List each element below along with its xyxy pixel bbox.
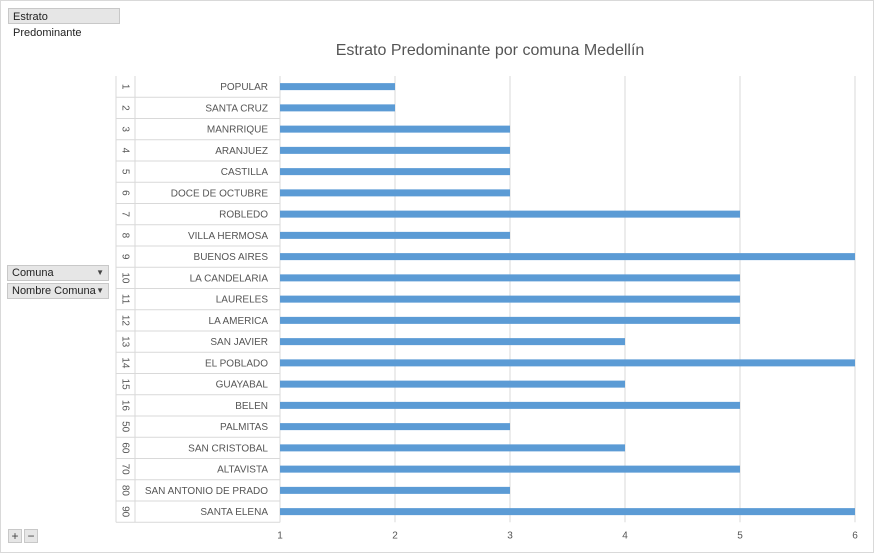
comuna-code-label: 10 <box>120 272 131 284</box>
x-tick-label: 4 <box>622 530 628 541</box>
comuna-code-label: 8 <box>120 233 131 239</box>
bar <box>280 295 740 303</box>
bar <box>280 274 740 282</box>
bar <box>280 359 855 367</box>
comuna-code-label: 4 <box>120 148 131 154</box>
bar <box>280 83 395 91</box>
comuna-name-label: SAN ANTONIO DE PRADO <box>145 486 268 497</box>
x-tick-label: 5 <box>737 530 743 541</box>
nombre-comuna-field-label: Nombre Comuna <box>12 285 96 297</box>
bar <box>280 104 395 112</box>
bar <box>280 210 740 218</box>
x-tick-label: 3 <box>507 530 513 541</box>
comuna-name-label: EL POBLADO <box>205 358 268 369</box>
x-tick-label: 6 <box>852 530 858 541</box>
chart-title: Estrato Predominante por comuna Medellín <box>336 42 645 59</box>
bar <box>280 444 625 452</box>
bar <box>280 125 510 133</box>
comuna-name-label: BUENOS AIRES <box>194 252 269 263</box>
comuna-code-label: 2 <box>120 105 131 111</box>
bar <box>280 423 510 431</box>
comuna-name-label: LA AMERICA <box>209 316 269 327</box>
comuna-name-label: CASTILLA <box>221 167 269 178</box>
comuna-code-label: 9 <box>120 254 131 260</box>
comuna-name-label: VILLA HERMOSA <box>188 231 268 242</box>
comuna-name-label: SANTA CRUZ <box>205 103 268 114</box>
comuna-code-label: 70 <box>120 464 131 476</box>
comuna-name-label: SANTA ELENA <box>200 507 268 518</box>
comuna-name-label: ALTAVISTA <box>217 465 268 476</box>
comuna-name-label: BELEN <box>235 401 268 412</box>
collapse-button[interactable]: − <box>24 529 38 543</box>
expand-button[interactable]: + <box>8 529 22 543</box>
comuna-name-label: ROBLEDO <box>219 210 268 221</box>
bar <box>280 508 855 516</box>
comuna-code-label: 6 <box>120 190 131 196</box>
comuna-code-label: 80 <box>120 485 131 497</box>
x-tick-label: 2 <box>392 530 398 541</box>
comuna-code-label: 5 <box>120 169 131 175</box>
comuna-code-label: 14 <box>120 357 131 369</box>
comuna-code-label: 12 <box>120 315 131 327</box>
value-field-button[interactable]: Estrato Predominante <box>8 8 120 39</box>
bar <box>280 486 510 494</box>
comuna-name-label: SAN CRISTOBAL <box>188 443 268 454</box>
comuna-name-label: GUAYABAL <box>216 380 269 391</box>
bar <box>280 253 855 261</box>
chevron-down-icon[interactable]: ▼ <box>96 286 104 295</box>
comuna-code-label: 11 <box>120 294 131 305</box>
comuna-name-label: PALMITAS <box>220 422 268 433</box>
chevron-down-icon[interactable]: ▼ <box>96 268 104 277</box>
comuna-code-label: 90 <box>120 506 131 518</box>
comuna-code-label: 60 <box>120 442 131 454</box>
comuna-code-label: 1 <box>120 84 131 90</box>
bar <box>280 146 510 154</box>
nombre-comuna-field-button[interactable]: Nombre Comuna ▼ <box>7 283 109 299</box>
comuna-field-button[interactable]: Comuna ▼ <box>7 265 109 281</box>
comuna-name-label: MANRRIQUE <box>207 125 268 136</box>
bar <box>280 380 625 388</box>
comuna-code-label: 16 <box>120 400 131 412</box>
bar <box>280 168 510 176</box>
comuna-name-label: DOCE DE OCTUBRE <box>171 188 269 199</box>
comuna-name-label: SAN JAVIER <box>210 337 268 348</box>
bar <box>280 231 510 239</box>
comuna-code-label: 50 <box>120 421 131 433</box>
x-tick-label: 1 <box>277 530 283 541</box>
comuna-field-label: Comuna <box>12 267 54 279</box>
bar <box>280 189 510 197</box>
comuna-code-label: 7 <box>120 211 131 217</box>
comuna-name-label: ARANJUEZ <box>215 146 268 157</box>
comuna-code-label: 13 <box>120 336 131 348</box>
comuna-code-label: 15 <box>120 379 131 391</box>
comuna-name-label: POPULAR <box>220 82 268 93</box>
comuna-code-label: 3 <box>120 126 131 132</box>
comuna-name-label: LA CANDELARIA <box>190 273 269 284</box>
bar <box>280 465 740 473</box>
bar <box>280 316 740 324</box>
comuna-name-label: LAURELES <box>216 295 269 306</box>
bar <box>280 338 625 346</box>
bar <box>280 401 740 409</box>
